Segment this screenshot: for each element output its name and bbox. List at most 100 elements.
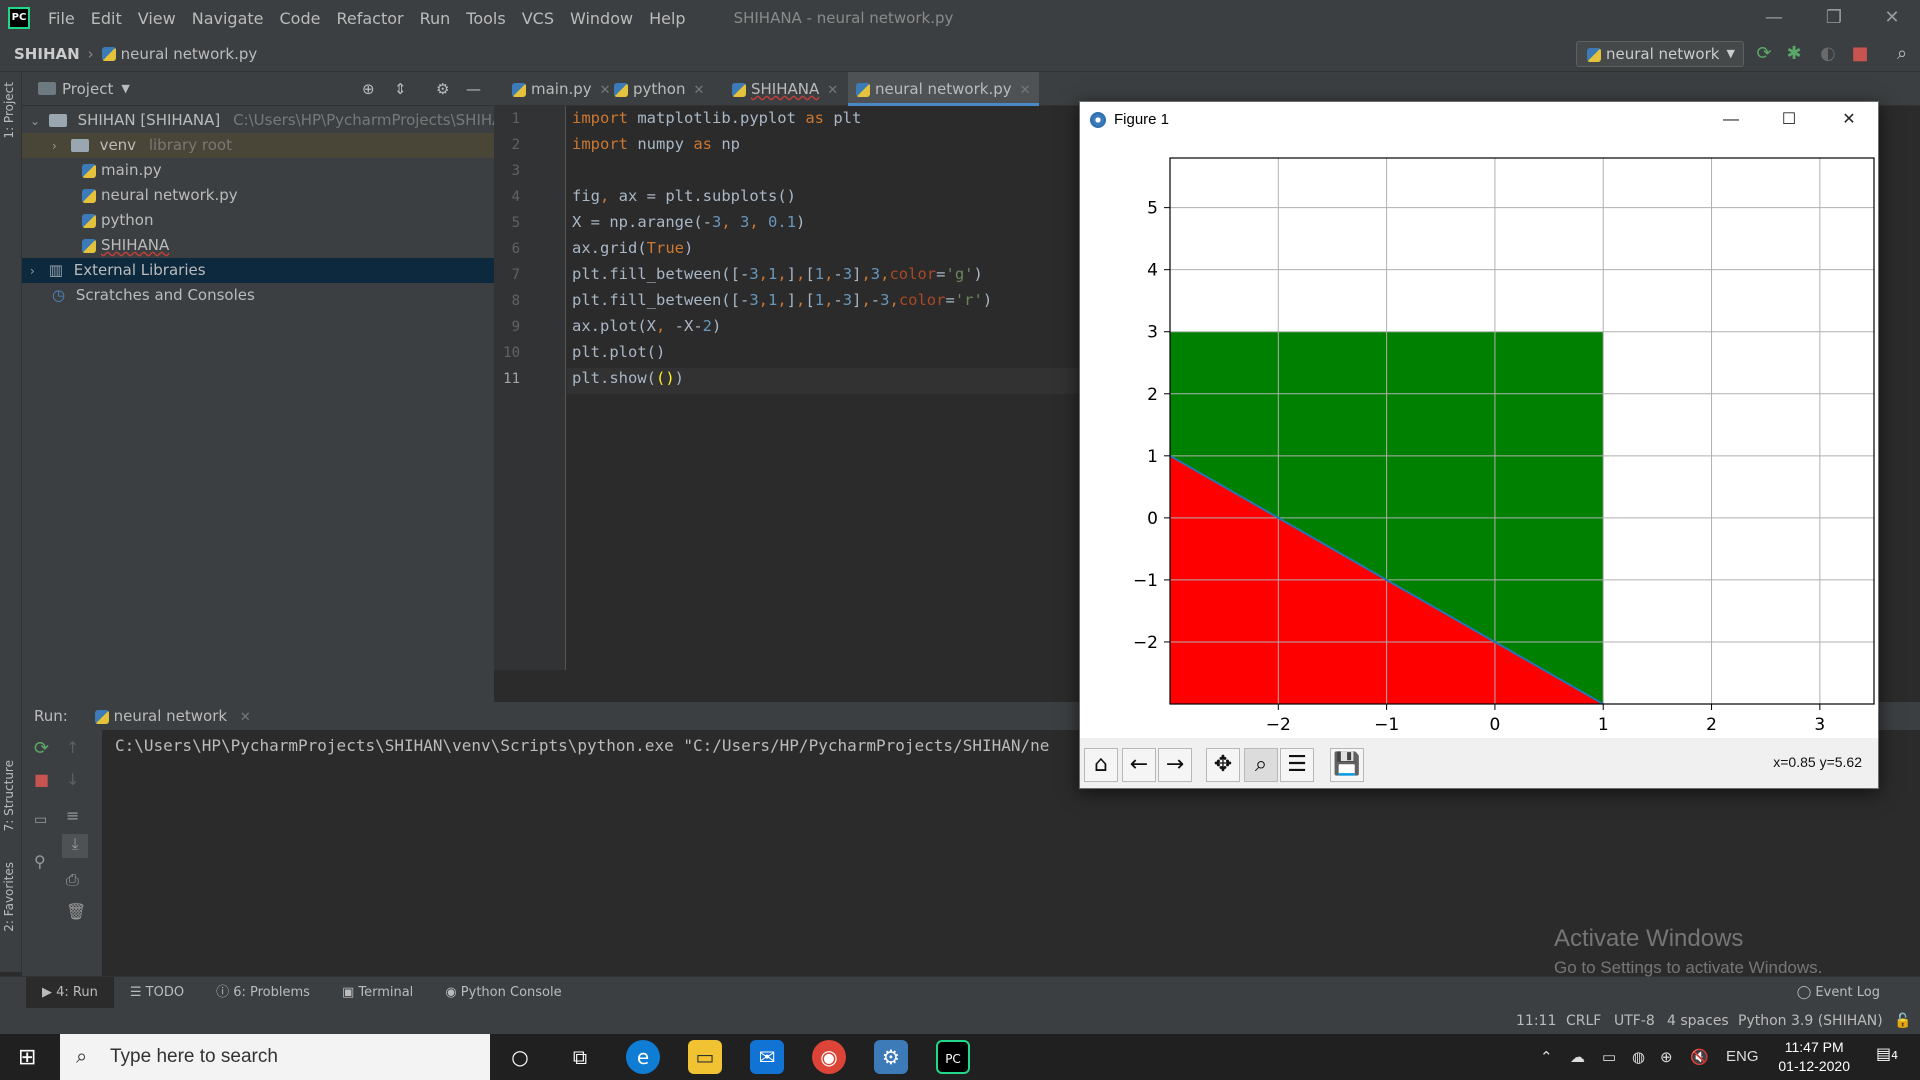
- chevron-down-icon[interactable]: ▼: [121, 82, 130, 95]
- tab-python-console[interactable]: ◉ Python Console: [429, 977, 577, 1009]
- onedrive-icon[interactable]: ☁: [1570, 1049, 1585, 1066]
- status-interpreter[interactable]: Python 3.9 (SHIHAN): [1738, 1013, 1883, 1029]
- tab-python[interactable]: python ✕: [606, 72, 712, 106]
- forward-arrow-icon[interactable]: →: [1158, 748, 1192, 782]
- subplots-config-icon[interactable]: ☰: [1280, 748, 1314, 782]
- code-line[interactable]: plt.plot(): [572, 343, 666, 361]
- tree-item-venv[interactable]: › venv library root: [22, 133, 494, 158]
- menu-view[interactable]: View: [137, 8, 176, 28]
- notification-icon[interactable]: ▤4: [1875, 1044, 1899, 1063]
- tree-item-scratches[interactable]: ◷ Scratches and Consoles: [22, 283, 494, 308]
- coverage-icon[interactable]: ◐: [1820, 43, 1836, 64]
- code-line[interactable]: fig, ax = plt.subplots(): [572, 187, 796, 205]
- code-line[interactable]: plt.fill_between([-3,1,],[1,-3],3,color=…: [572, 265, 983, 283]
- down-arrow-icon[interactable]: ↓: [66, 770, 80, 789]
- code-line[interactable]: import numpy as np: [572, 135, 740, 153]
- tab-todo[interactable]: ☰ TODO: [114, 977, 200, 1009]
- run-configuration-select[interactable]: neural network ▼: [1576, 41, 1744, 67]
- volume-icon[interactable]: 🔇: [1690, 1049, 1709, 1066]
- code-line[interactable]: ax.grid(True): [572, 239, 694, 257]
- chevron-up-icon[interactable]: ⌃: [1540, 1049, 1553, 1066]
- close-icon[interactable]: ✕: [599, 83, 611, 98]
- code-line[interactable]: ax.plot(X, -X-2): [572, 317, 722, 335]
- hide-panel-icon[interactable]: —: [466, 80, 481, 98]
- menu-vcs[interactable]: VCS: [521, 8, 554, 28]
- restore-icon[interactable]: ❐: [1825, 7, 1843, 28]
- status-position[interactable]: 11:11: [1516, 1013, 1557, 1029]
- globe-icon[interactable]: ⊕: [1660, 1049, 1673, 1066]
- menu-code[interactable]: Code: [279, 8, 321, 28]
- minimize-icon[interactable]: —: [1723, 111, 1739, 128]
- project-tool-tab[interactable]: 1: Project: [2, 82, 16, 139]
- pin-icon[interactable]: ⚲: [34, 852, 46, 871]
- print-icon[interactable]: ⎙: [66, 870, 79, 889]
- search-icon[interactable]: ⌕: [1896, 43, 1908, 64]
- stop-icon[interactable]: ■: [34, 770, 50, 789]
- tree-item-shihana[interactable]: SHIHANA: [22, 233, 494, 258]
- language-indicator[interactable]: ENG: [1726, 1048, 1759, 1065]
- structure-tool-tab[interactable]: 7: Structure: [2, 760, 16, 832]
- status-line-separator[interactable]: CRLF: [1566, 1013, 1602, 1029]
- battery-icon[interactable]: ▭: [1602, 1049, 1617, 1066]
- scroll-to-end-icon[interactable]: ⤓: [62, 834, 88, 858]
- code-line[interactable]: plt.fill_between([-3,1,],[1,-3],-3,color…: [572, 291, 993, 309]
- project-panel-title[interactable]: Project: [62, 79, 114, 98]
- console-output[interactable]: C:\Users\HP\PycharmProjects\SHIHAN\venv\…: [115, 736, 1050, 755]
- menu-run[interactable]: Run: [419, 8, 451, 28]
- close-icon[interactable]: ✕: [827, 83, 839, 98]
- taskbar-search-input[interactable]: ⌕ Type here to search: [60, 1034, 490, 1080]
- gear-icon[interactable]: ⚙: [436, 80, 450, 98]
- breadcrumb-file[interactable]: neural network.py: [120, 44, 258, 63]
- code-line[interactable]: X = np.arange(-3, 3, 0.1): [572, 213, 806, 231]
- pan-icon[interactable]: ✥: [1206, 748, 1240, 782]
- back-arrow-icon[interactable]: ←: [1122, 748, 1156, 782]
- tab-neural-network-py[interactable]: neural network.py ✕: [848, 72, 1039, 106]
- locate-icon[interactable]: ⊕: [362, 80, 375, 98]
- layout-icon[interactable]: ▭: [34, 812, 48, 828]
- cortana-icon[interactable]: ○: [511, 1045, 529, 1069]
- code-line[interactable]: plt.show(()): [572, 369, 685, 387]
- tab-terminal[interactable]: ▣ Terminal: [326, 977, 429, 1009]
- tree-item-neural-network-py[interactable]: neural network.py: [22, 183, 494, 208]
- home-icon[interactable]: ⌂: [1084, 748, 1118, 782]
- status-indent[interactable]: 4 spaces: [1667, 1013, 1729, 1029]
- close-icon[interactable]: ✕: [1019, 83, 1031, 98]
- mail-icon[interactable]: ✉: [750, 1040, 784, 1074]
- menu-refactor[interactable]: Refactor: [336, 8, 404, 28]
- menu-window[interactable]: Window: [569, 8, 634, 28]
- tab-shihana[interactable]: SHIHANA ✕: [724, 72, 846, 106]
- python-app-icon[interactable]: ⚙: [874, 1040, 908, 1074]
- menu-edit[interactable]: Edit: [90, 8, 122, 28]
- rerun-icon[interactable]: ⟳: [1756, 43, 1772, 64]
- tree-root[interactable]: ⌄ SHIHAN [SHIHANA] C:\Users\HP\PycharmPr…: [22, 108, 514, 133]
- rerun-icon[interactable]: ⟳: [34, 738, 50, 759]
- soft-wrap-icon[interactable]: ≡: [66, 806, 80, 825]
- figure-canvas[interactable]: −2 −1 0 1 2 3 −2 −1 0 1 2 3 4 5: [1080, 138, 1878, 738]
- collapse-all-icon[interactable]: ⇕: [394, 80, 407, 98]
- tree-item-external-libraries[interactable]: › ▥ External Libraries: [22, 258, 494, 283]
- tree-item-python[interactable]: python: [22, 208, 494, 233]
- tree-item-main-py[interactable]: main.py: [22, 158, 494, 183]
- windows-start-icon[interactable]: ⊞: [18, 1045, 37, 1070]
- code-line[interactable]: import matplotlib.pyplot as plt: [572, 109, 862, 127]
- stop-icon[interactable]: ■: [1851, 43, 1869, 64]
- tab-main-py[interactable]: main.py ✕: [504, 72, 619, 106]
- edge-icon[interactable]: e: [626, 1040, 660, 1074]
- event-log[interactable]: ◯ Event Log: [1797, 977, 1880, 1009]
- status-encoding[interactable]: UTF-8: [1614, 1013, 1655, 1029]
- menu-tools[interactable]: Tools: [466, 8, 506, 28]
- close-icon[interactable]: ✕: [1842, 111, 1856, 128]
- menu-navigate[interactable]: Navigate: [191, 8, 264, 28]
- network-icon[interactable]: ◍: [1632, 1049, 1646, 1066]
- debug-icon[interactable]: ✱: [1786, 43, 1802, 64]
- close-icon[interactable]: ✕: [1884, 7, 1900, 28]
- close-icon[interactable]: ✕: [239, 710, 251, 725]
- lock-icon[interactable]: 🔓: [1894, 1013, 1912, 1029]
- file-explorer-icon[interactable]: ▭: [688, 1040, 722, 1074]
- close-icon[interactable]: ✕: [693, 83, 705, 98]
- up-arrow-icon[interactable]: ↑: [66, 738, 80, 757]
- maximize-icon[interactable]: ☐: [1781, 111, 1797, 128]
- chart-svg[interactable]: −2 −1 0 1 2 3 −2 −1 0 1 2 3 4 5: [1080, 138, 1878, 738]
- trash-icon[interactable]: 🗑: [66, 902, 87, 921]
- chrome-icon[interactable]: ◉: [812, 1040, 846, 1074]
